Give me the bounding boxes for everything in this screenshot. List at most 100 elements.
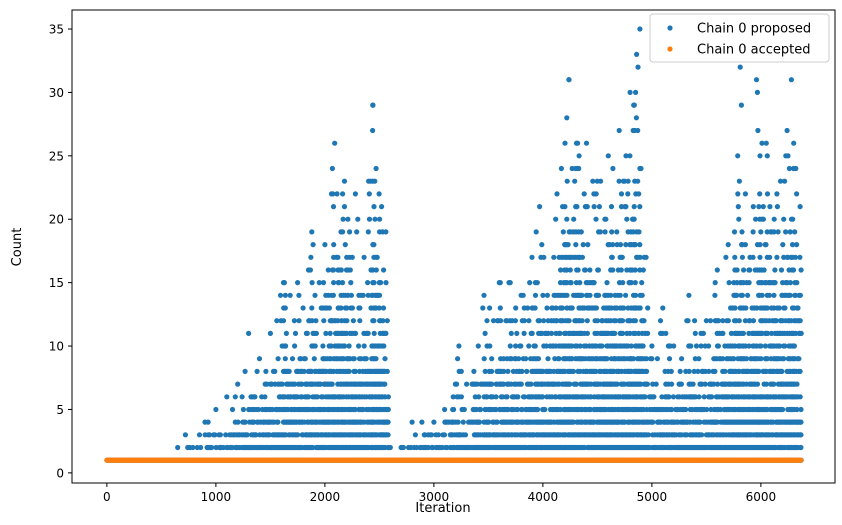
data-point-proposed (476, 419, 483, 425)
data-point-proposed (794, 191, 800, 197)
data-point-proposed (583, 140, 590, 146)
data-point-proposed (595, 267, 602, 273)
data-point-proposed (344, 318, 350, 324)
data-point-proposed (596, 292, 602, 298)
data-point-proposed (513, 305, 519, 311)
data-point-proposed (512, 318, 519, 324)
data-point-proposed (280, 318, 287, 324)
data-point-proposed (295, 432, 301, 438)
data-point-proposed (486, 419, 492, 425)
data-point-proposed (623, 204, 629, 210)
data-point-proposed (580, 242, 586, 248)
data-point-proposed (627, 89, 633, 95)
data-point-proposed (381, 267, 387, 273)
data-point-proposed (614, 229, 620, 235)
data-point-proposed (591, 204, 597, 210)
data-point-proposed (300, 305, 306, 311)
data-point-proposed (526, 343, 532, 349)
data-point-proposed (692, 330, 698, 336)
data-point-proposed (579, 292, 585, 298)
data-point-proposed (644, 381, 651, 387)
data-point-proposed (373, 165, 379, 172)
data-point-proposed (565, 242, 571, 248)
data-point-proposed (747, 254, 753, 260)
data-point-proposed (759, 292, 765, 298)
data-point-proposed (365, 229, 371, 235)
y-tick-label: 30 (49, 86, 64, 100)
data-point-proposed (272, 368, 278, 374)
data-point-proposed (797, 292, 804, 298)
data-point-proposed (336, 280, 342, 286)
data-point-proposed (357, 305, 363, 311)
data-point-proposed (587, 267, 593, 273)
data-point-proposed (357, 318, 363, 324)
data-point-proposed (645, 330, 651, 336)
data-point-proposed (370, 102, 376, 108)
data-point-proposed (351, 356, 357, 362)
data-point-proposed (311, 356, 317, 362)
data-point-proposed (352, 191, 358, 197)
data-point-proposed (742, 191, 749, 197)
data-point-proposed (484, 394, 490, 400)
data-point-proposed (542, 406, 548, 413)
data-point-proposed (339, 280, 346, 286)
data-point-proposed (304, 330, 310, 336)
data-point-proposed (609, 254, 615, 260)
data-point-proposed (632, 267, 638, 273)
data-point-proposed (788, 77, 795, 83)
data-point-proposed (567, 267, 573, 273)
data-point-proposed (274, 318, 280, 324)
data-point-proposed (736, 178, 743, 184)
data-point-proposed (579, 318, 585, 324)
data-point-proposed (703, 318, 710, 324)
data-point-proposed (519, 406, 525, 413)
data-point-proposed (602, 229, 608, 235)
data-point-proposed (787, 229, 793, 235)
data-point-proposed (504, 394, 510, 400)
data-point-proposed (732, 254, 738, 260)
data-point-proposed (309, 305, 315, 311)
data-point-proposed (481, 292, 487, 298)
data-point-proposed (500, 381, 507, 387)
data-point-proposed (760, 216, 767, 222)
data-point-proposed (793, 165, 799, 172)
data-point-proposed (313, 318, 319, 324)
data-point-proposed (460, 419, 466, 425)
data-point-proposed (553, 216, 559, 222)
data-point-proposed (255, 406, 262, 413)
data-point-proposed (378, 280, 384, 286)
data-point-proposed (556, 356, 562, 362)
data-point-proposed (731, 229, 738, 235)
x-tick-label: 2000 (310, 490, 341, 504)
data-point-proposed (239, 394, 245, 400)
data-point-proposed (302, 356, 308, 362)
data-point-proposed (683, 406, 689, 413)
data-point-proposed (240, 406, 246, 413)
data-point-proposed (521, 330, 527, 336)
data-point-proposed (559, 305, 566, 311)
data-point-proposed (326, 305, 332, 311)
x-tick-label: 0 (103, 490, 111, 504)
data-point-proposed (633, 292, 639, 298)
data-point-proposed (798, 406, 804, 413)
data-point-proposed (554, 191, 560, 197)
data-point-proposed (739, 229, 745, 235)
data-point-proposed (566, 77, 572, 83)
data-point-proposed (585, 242, 591, 248)
data-point-proposed (256, 356, 263, 362)
data-point-proposed (347, 267, 353, 273)
data-point-proposed (700, 330, 707, 336)
data-point-proposed (735, 191, 741, 197)
data-point-proposed (635, 127, 641, 134)
data-point-proposed (464, 381, 470, 387)
data-point-proposed (182, 432, 188, 438)
data-point-proposed (295, 280, 301, 286)
data-point-proposed (593, 305, 600, 311)
data-point-proposed (409, 419, 415, 425)
data-point-proposed (584, 330, 591, 336)
data-point-proposed (771, 216, 777, 222)
data-point-proposed (455, 356, 461, 362)
data-point-proposed (361, 254, 367, 260)
data-point-proposed (678, 381, 685, 387)
data-point-proposed (320, 343, 326, 349)
